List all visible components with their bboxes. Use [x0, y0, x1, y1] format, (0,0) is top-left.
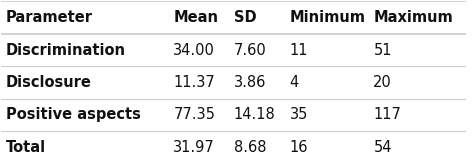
Text: Maximum: Maximum [374, 10, 453, 25]
Text: 31.97: 31.97 [173, 140, 215, 155]
Text: 20: 20 [374, 75, 392, 90]
Text: 16: 16 [290, 140, 308, 155]
Text: 54: 54 [374, 140, 392, 155]
Text: Mean: Mean [173, 10, 219, 25]
Text: Discrimination: Discrimination [6, 43, 126, 58]
Text: 77.35: 77.35 [173, 107, 215, 122]
Text: 3.86: 3.86 [234, 75, 266, 90]
Text: Minimum: Minimum [290, 10, 365, 25]
Text: Positive aspects: Positive aspects [6, 107, 141, 122]
Text: 8.68: 8.68 [234, 140, 266, 155]
Text: Disclosure: Disclosure [6, 75, 92, 90]
Text: 51: 51 [374, 43, 392, 58]
Text: 34.00: 34.00 [173, 43, 215, 58]
Text: 4: 4 [290, 75, 299, 90]
Text: 35: 35 [290, 107, 308, 122]
Text: Parameter: Parameter [6, 10, 93, 25]
Text: 117: 117 [374, 107, 401, 122]
Text: SD: SD [234, 10, 256, 25]
Text: Total: Total [6, 140, 46, 155]
Text: 14.18: 14.18 [234, 107, 275, 122]
Text: 11: 11 [290, 43, 308, 58]
Text: 11.37: 11.37 [173, 75, 215, 90]
Text: 7.60: 7.60 [234, 43, 266, 58]
